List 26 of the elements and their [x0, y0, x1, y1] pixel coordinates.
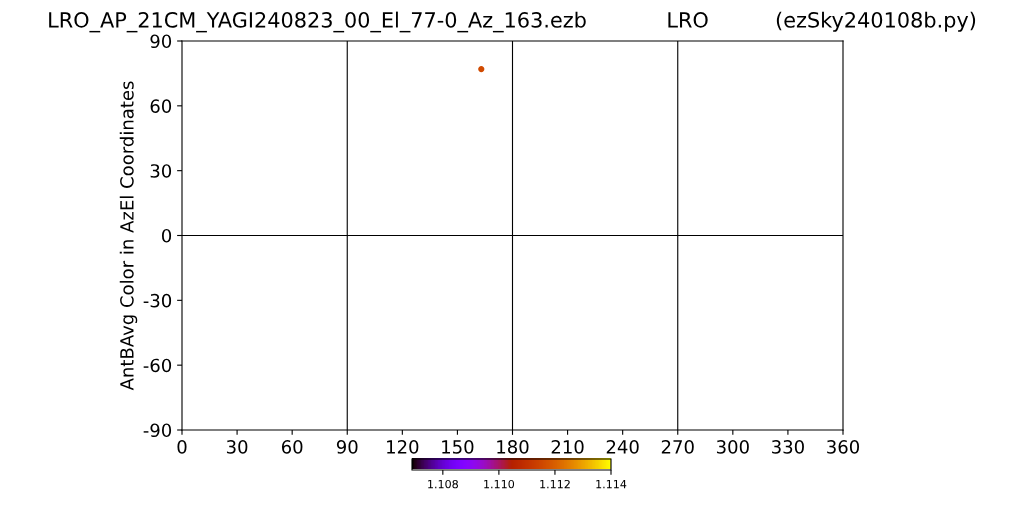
x-tick-label: 150: [442, 440, 474, 454]
x-tick-label: 90: [336, 440, 358, 454]
x-tick-label: 300: [716, 440, 749, 454]
color-bar-label: 1.112: [540, 479, 570, 489]
x-tick-label: 60: [281, 440, 303, 454]
color-bar-label: 1.114: [596, 480, 627, 489]
x-tick-label: 330: [772, 440, 804, 454]
x-tick-label: 210: [551, 440, 584, 454]
y-tick-label: 90: [150, 34, 172, 49]
color-bar-label: 1.108: [428, 479, 458, 489]
y-tick-label: -60: [143, 358, 172, 373]
x-tick-label: 240: [606, 440, 639, 454]
y-tick-label: 60: [150, 99, 172, 113]
y-tick-label: 0: [161, 228, 172, 243]
y-tick-label: -90: [143, 423, 172, 438]
x-tick-label: 0: [177, 440, 187, 454]
color-bar-label: 1.110: [484, 479, 515, 489]
y-axis-title: AntBAvg Color in AzEl Coordinates: [119, 81, 138, 391]
chart-title: LRO_AP_21CM_YAGI240823_00_El_77-0_Az_163.ezb LRO (ezSky240108b.py): [49, 11, 976, 33]
y-tick-label: -30: [143, 293, 172, 308]
x-tick-label: 360: [827, 440, 860, 454]
x-tick-label: 180: [497, 440, 529, 454]
x-tick-label: 120: [387, 440, 419, 454]
x-tick-label: 30: [226, 440, 248, 454]
x-tick-label: 270: [661, 440, 694, 454]
y-tick-label: 30: [150, 164, 172, 178]
